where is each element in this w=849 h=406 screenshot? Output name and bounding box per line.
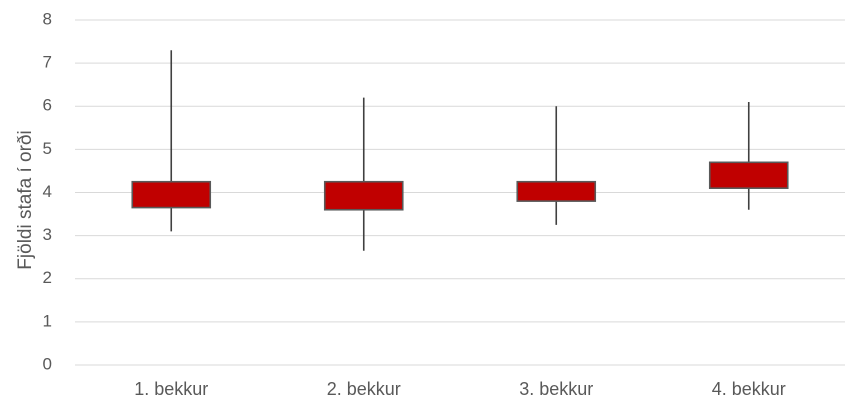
x-tick-label: 4. bekkur <box>712 379 786 399</box>
y-tick-label: 7 <box>43 53 52 72</box>
box <box>323 180 404 211</box>
x-tick-label: 1. bekkur <box>134 379 208 399</box>
y-tick-label: 0 <box>43 354 52 373</box>
box <box>131 180 212 209</box>
box-series <box>131 50 789 251</box>
y-tick-label: 4 <box>43 182 52 201</box>
y-tick-label: 8 <box>43 9 52 28</box>
y-axis-ticks: 0 1 2 3 4 5 6 7 8 <box>43 9 52 373</box>
y-tick-label: 1 <box>43 311 52 330</box>
box <box>708 161 789 189</box>
x-axis-ticks: 1. bekkur 2. bekkur 3. bekkur 4. bekkur <box>134 379 786 399</box>
box <box>516 180 597 202</box>
y-tick-label: 2 <box>43 268 52 287</box>
box-group <box>131 50 212 232</box>
y-axis-label: Fjöldi stafa í orði <box>15 130 36 269</box>
x-tick-label: 3. bekkur <box>519 379 593 399</box>
y-tick-label: 5 <box>43 139 52 158</box>
x-tick-label: 2. bekkur <box>327 379 401 399</box>
box-group <box>516 106 597 225</box>
box-group <box>323 97 404 251</box>
box-group <box>708 101 789 210</box>
y-tick-label: 6 <box>43 96 52 115</box>
y-tick-label: 3 <box>43 225 52 244</box>
